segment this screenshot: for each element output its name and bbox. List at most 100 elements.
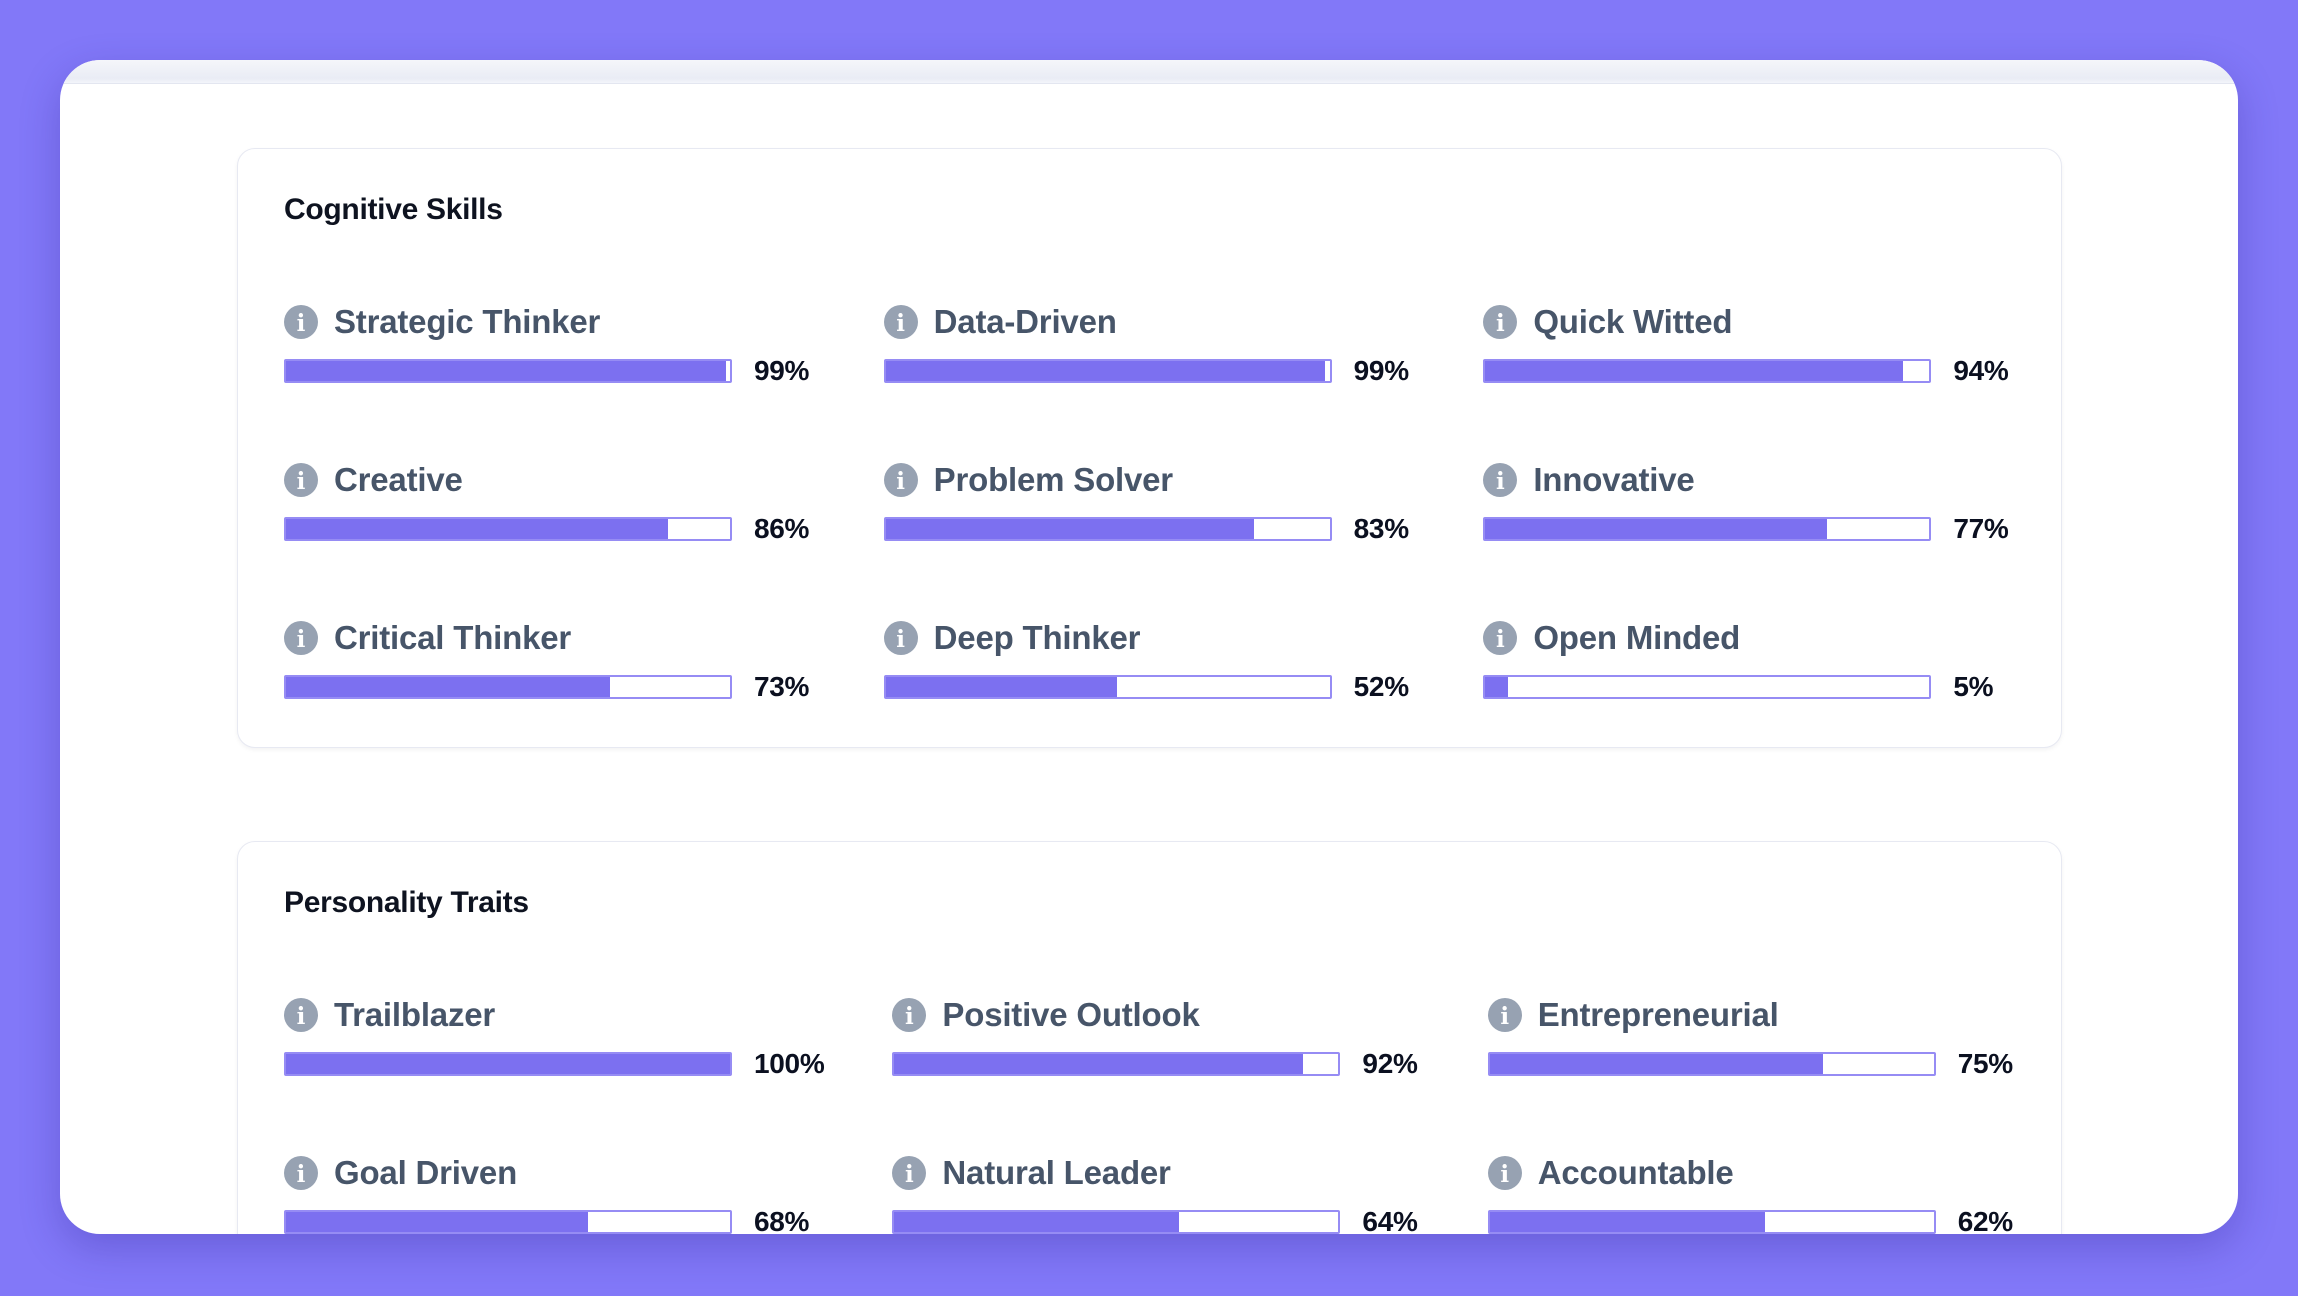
skill-header: i Goal Driven [284,1154,824,1192]
progress-track [892,1210,1341,1234]
skill-header: i Innovative [1483,461,2015,499]
progress-fill [286,361,726,381]
skill-percent: 64% [1362,1206,1418,1234]
skill-label: Quick Witted [1533,303,1733,340]
skill-header: i Problem Solver [883,461,1416,499]
skill-percent: 75% [1957,1048,2013,1079]
skill-item: i Data-Driven 99% [883,303,1416,387]
skill-percent: 5% [1953,671,1994,702]
progress-fill [894,1212,1179,1232]
info-icon[interactable]: i [284,621,318,655]
info-icon[interactable]: i [883,305,918,339]
skills-card: Cognitive Skills i Strategic Thinker 99%… [237,148,2062,748]
skill-bar-row: 73% [284,671,816,703]
skill-item: i Natural Leader 64% [892,1154,1419,1234]
skill-label: Trailblazer [334,996,496,1033]
progress-track [1483,675,1932,699]
progress-track [284,517,732,541]
progress-track [883,675,1332,699]
progress-track [1483,359,1932,383]
info-icon[interactable]: i [1483,305,1518,339]
skill-percent: 68% [754,1206,810,1234]
skill-item: i Accountable 62% [1487,1154,2015,1234]
skill-item: i Positive Outlook 92% [892,996,1419,1080]
info-icon[interactable]: i [284,1156,318,1190]
skill-bar-row: 99% [883,355,1416,387]
skill-item: i Trailblazer 100% [284,996,825,1080]
skill-bar-row: 100% [284,1048,825,1080]
skill-item: i Problem Solver 83% [883,461,1416,545]
progress-fill [885,519,1255,539]
info-icon[interactable]: i [892,1156,927,1190]
info-icon[interactable]: i [284,305,318,339]
skill-percent: 100% [754,1048,825,1079]
skill-percent: 92% [1362,1048,1418,1079]
info-icon[interactable]: i [284,998,318,1032]
skill-bar-row: 68% [284,1206,824,1234]
skill-percent: 52% [1353,671,1409,702]
progress-fill [885,361,1326,381]
skill-bar-row: 83% [883,513,1416,545]
progress-track [1487,1210,1936,1234]
skill-header: i Natural Leader [892,1154,1419,1192]
skill-header: i Trailblazer [284,996,824,1034]
progress-track [892,1052,1341,1076]
progress-fill [885,677,1117,697]
progress-fill [286,677,611,697]
skill-item: i Quick Witted 94% [1483,303,2015,387]
skill-bar-row: 62% [1487,1206,2015,1234]
info-icon[interactable]: i [1483,621,1518,655]
skill-percent: 94% [1953,355,2009,386]
skill-label: Natural Leader [942,1154,1171,1191]
info-icon[interactable]: i [883,463,918,497]
info-icon[interactable]: i [1483,463,1518,497]
card-title: Cognitive Skills [284,193,503,226]
skill-percent: 86% [754,513,810,544]
skill-label: Entrepreneurial [1537,996,1779,1033]
report-page: Cognitive Skills i Strategic Thinker 99%… [60,60,2238,1234]
info-icon[interactable]: i [1487,1156,1522,1190]
info-icon[interactable]: i [284,463,318,497]
skill-label: Creative [334,461,463,498]
progress-track [284,675,732,699]
skill-label: Accountable [1537,1154,1734,1191]
progress-track [284,359,732,383]
skill-header: i Critical Thinker [284,619,816,657]
info-icon[interactable]: i [883,621,918,655]
progress-fill [894,1054,1303,1074]
skill-header: i Strategic Thinker [284,303,816,341]
progress-track [284,1052,732,1076]
skill-header: i Positive Outlook [892,996,1419,1034]
skill-item: i Entrepreneurial 75% [1487,996,2015,1080]
skill-label: Positive Outlook [942,996,1200,1033]
skill-item: i Deep Thinker 52% [883,619,1416,703]
progress-track [883,517,1332,541]
skill-bar-row: 5% [1483,671,2015,703]
progress-track [1483,517,1932,541]
skill-bar-row: 94% [1483,355,2015,387]
skill-header: i Data-Driven [883,303,1416,341]
skill-percent: 99% [754,355,810,386]
skill-bar-row: 64% [892,1206,1419,1234]
progress-fill [1489,1212,1765,1232]
page-content: Cognitive Skills i Strategic Thinker 99%… [60,84,2238,1234]
skills-grid: i Trailblazer 100% i Positive Outlook 92… [284,996,2015,1234]
skill-bar-row: 77% [1483,513,2015,545]
skill-percent: 83% [1353,513,1409,544]
progress-track [284,1210,732,1234]
skill-header: i Quick Witted [1483,303,2015,341]
info-icon[interactable]: i [1487,998,1522,1032]
skill-percent: 99% [1353,355,1409,386]
progress-fill [1485,361,1903,381]
progress-fill [1485,677,1508,697]
skill-label: Deep Thinker [933,619,1141,656]
skill-percent: 73% [754,671,810,702]
skill-label: Open Minded [1533,619,1741,656]
progress-fill [1489,1054,1823,1074]
info-icon[interactable]: i [892,998,927,1032]
skill-percent: 62% [1957,1206,2013,1234]
cards-container: Cognitive Skills i Strategic Thinker 99%… [237,148,2062,1234]
progress-fill [286,1212,588,1232]
page-top-band [60,60,2238,84]
skills-grid: i Strategic Thinker 99% i Data-Driven 99… [284,303,2015,703]
